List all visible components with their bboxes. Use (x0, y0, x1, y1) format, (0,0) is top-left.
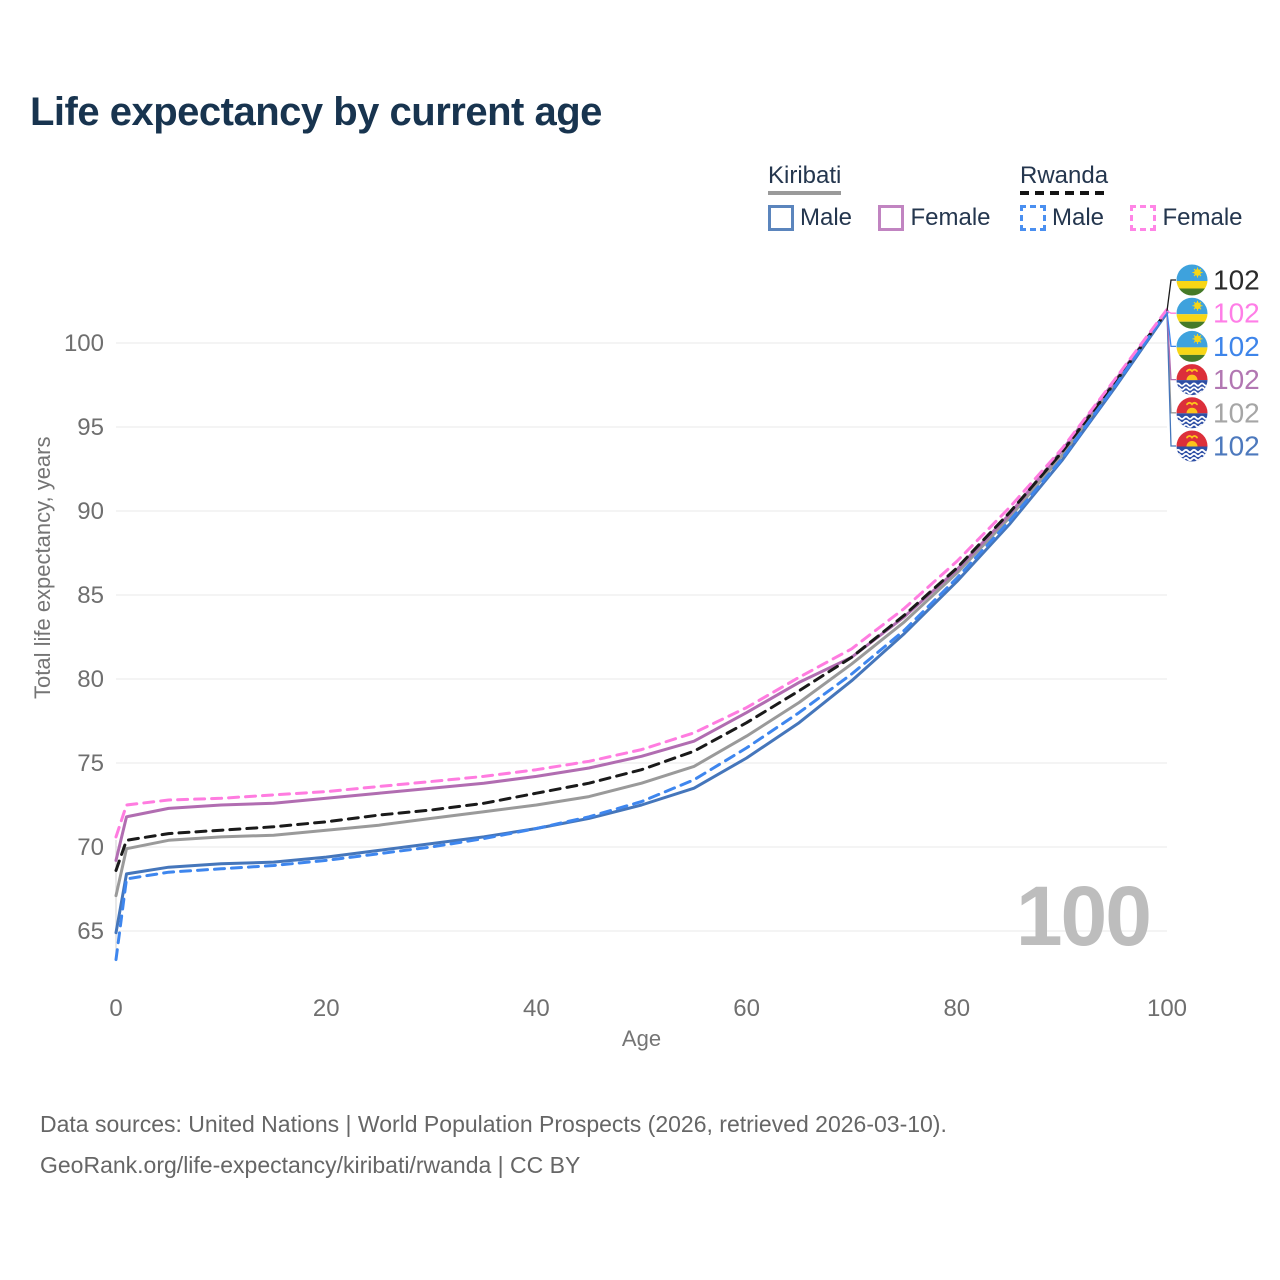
x-axis-title: Age (621, 1026, 662, 1051)
series-line-kiribati-total[interactable] (114, 311, 1169, 898)
rwanda-flag-icon (1176, 330, 1208, 362)
data-sources-text: Data sources: United Nations | World Pop… (40, 1111, 947, 1137)
end-label-connector-kiribati-female (1166, 311, 1176, 381)
rwanda-flag-icon (1176, 297, 1208, 329)
x-tick-label: 20 (313, 995, 340, 1022)
series-line-rwanda-female[interactable] (114, 307, 1169, 839)
series-line-rwanda-male[interactable] (114, 309, 1169, 962)
legend-item-rwanda-male[interactable]: Male (1020, 204, 1104, 232)
y-tick-label: 90 (77, 498, 104, 525)
end-label-value-rwanda-total: 102 (1213, 265, 1260, 296)
legend-item-label: Male (1052, 204, 1105, 231)
end-label-kiribati-total[interactable]: 102 (1176, 397, 1260, 430)
x-tick-label: 40 (523, 995, 550, 1022)
x-tick-label: 0 (109, 995, 122, 1022)
end-label-value-rwanda-female: 102 (1213, 298, 1260, 329)
legend-item-kiribati-male[interactable]: Male (768, 204, 852, 232)
attribution-text: GeoRank.org/life-expectancy/kiribati/rwa… (40, 1152, 581, 1178)
end-label-connector-rwanda-female (1166, 310, 1176, 314)
end-label-connector-rwanda-male (1166, 311, 1176, 348)
y-tick-label: 75 (77, 750, 104, 777)
legend-country-rwanda[interactable]: Rwanda (1020, 162, 1109, 195)
kiribati-flag-icon (1176, 430, 1208, 462)
end-label-value-kiribati-male: 102 (1213, 431, 1260, 462)
series-line-kiribati-male[interactable] (114, 311, 1169, 935)
x-tick-label: 60 (733, 995, 760, 1022)
kiribati-female-swatch-icon (878, 205, 905, 231)
legend-item-label: Female (910, 204, 991, 231)
legend-group-kiribati: Kiribati Male Female (768, 162, 1013, 236)
end-label-connector-kiribati-male (1166, 311, 1176, 447)
y-axis-title: Total life expectancy, years (30, 436, 55, 700)
y-tick-label: 100 (64, 330, 104, 357)
kiribati-male-swatch-icon (768, 205, 794, 231)
legend-group-rwanda: Rwanda Male Female (1020, 162, 1265, 236)
end-label-rwanda-total[interactable]: 102 (1176, 264, 1260, 297)
end-label-connector-rwanda-total (1166, 279, 1176, 312)
x-tick-label: 100 (1147, 995, 1187, 1022)
y-tick-label: 70 (77, 834, 104, 861)
y-tick-label: 85 (77, 582, 104, 609)
end-label-rwanda-male[interactable]: 102 (1176, 330, 1260, 363)
y-tick-label: 65 (77, 918, 104, 945)
legend-item-label: Female (1162, 204, 1243, 231)
end-label-kiribati-female[interactable]: 102 (1176, 364, 1260, 397)
legend-item-label: Male (800, 204, 853, 231)
end-label-value-rwanda-male: 102 (1213, 331, 1260, 362)
end-label-kiribati-male[interactable]: 102 (1176, 430, 1260, 463)
legend-country-kiribati[interactable]: Kiribati (768, 162, 842, 195)
x-tick-label: 80 (943, 995, 970, 1022)
series-line-kiribati-female[interactable] (114, 309, 1169, 862)
rwanda-male-swatch-icon (1020, 205, 1046, 231)
y-tick-label: 80 (77, 666, 104, 693)
footer: Data sources: United Nations | World Pop… (40, 1104, 947, 1186)
y-tick-label: 95 (77, 414, 104, 441)
end-label-rwanda-female[interactable]: 102 (1176, 297, 1260, 330)
rwanda-flag-icon (1176, 264, 1208, 296)
end-label-value-kiribati-female: 102 (1213, 364, 1260, 395)
end-label-value-kiribati-total: 102 (1213, 397, 1260, 428)
kiribati-flag-icon (1176, 397, 1208, 429)
legend-item-rwanda-female[interactable]: Female (1130, 204, 1243, 232)
kiribati-flag-icon (1176, 364, 1208, 396)
rwanda-female-swatch-icon (1130, 205, 1157, 231)
legend-item-kiribati-female[interactable]: Female (878, 204, 991, 232)
page-title: Life expectancy by current age (30, 90, 602, 134)
age-watermark: 100 (1015, 869, 1152, 963)
series-line-rwanda-total[interactable] (114, 309, 1169, 872)
